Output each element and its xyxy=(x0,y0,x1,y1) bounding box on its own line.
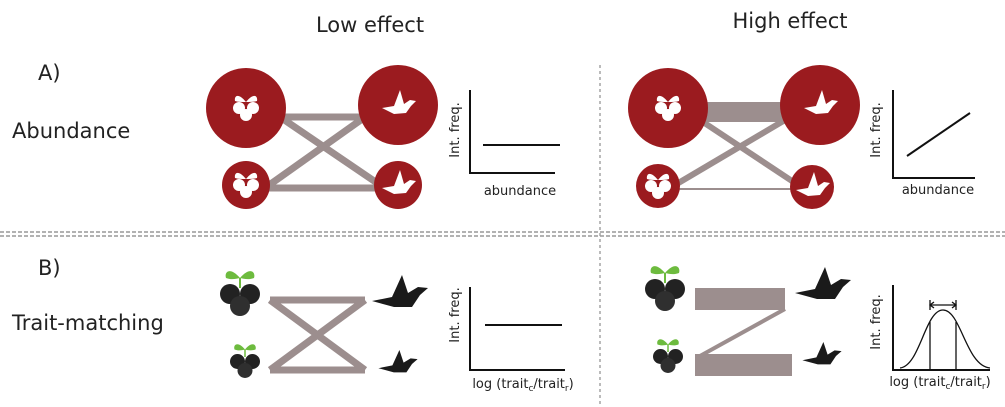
network xyxy=(265,117,380,188)
x-axis-label: abundance xyxy=(484,184,556,199)
plot xyxy=(470,287,565,370)
x-axis-label: log (traitc/traitr) xyxy=(472,377,573,394)
x-axis-label-part: ) xyxy=(569,377,574,392)
x-axis-label-part: log (trait xyxy=(472,377,528,392)
plot xyxy=(893,285,990,370)
x-axis-label-part: ) xyxy=(986,375,991,390)
network xyxy=(695,299,792,365)
x-axis-label-part: abundance xyxy=(902,183,974,198)
y-axis-label: Int. freq. xyxy=(869,294,884,349)
x-axis-label-part: log (trait xyxy=(889,375,945,390)
column-title: Low effect xyxy=(316,13,424,37)
column-title: High effect xyxy=(732,9,847,33)
row-label: Abundance xyxy=(12,119,130,143)
x-axis-label: log (traitc/traitr) xyxy=(889,375,990,392)
row-letter: B) xyxy=(38,256,61,280)
x-axis-label: abundance xyxy=(902,183,974,198)
x-axis-label-part: /trait xyxy=(950,375,982,390)
row-label: Trait-matching xyxy=(11,311,164,335)
nodes xyxy=(628,65,860,209)
x-axis-label-part: abundance xyxy=(484,184,556,199)
x-axis-label-part: /trait xyxy=(533,377,565,392)
y-axis-label: Int. freq. xyxy=(448,102,463,157)
row-letter: A) xyxy=(38,61,61,85)
network xyxy=(270,300,365,370)
plot xyxy=(470,90,560,173)
plot xyxy=(893,90,975,178)
y-axis-label: Int. freq. xyxy=(869,102,884,157)
nodes xyxy=(220,271,428,378)
figure: Low effect High effect A) Abundance B) T… xyxy=(0,0,1005,407)
y-axis-label: Int. freq. xyxy=(448,287,463,342)
